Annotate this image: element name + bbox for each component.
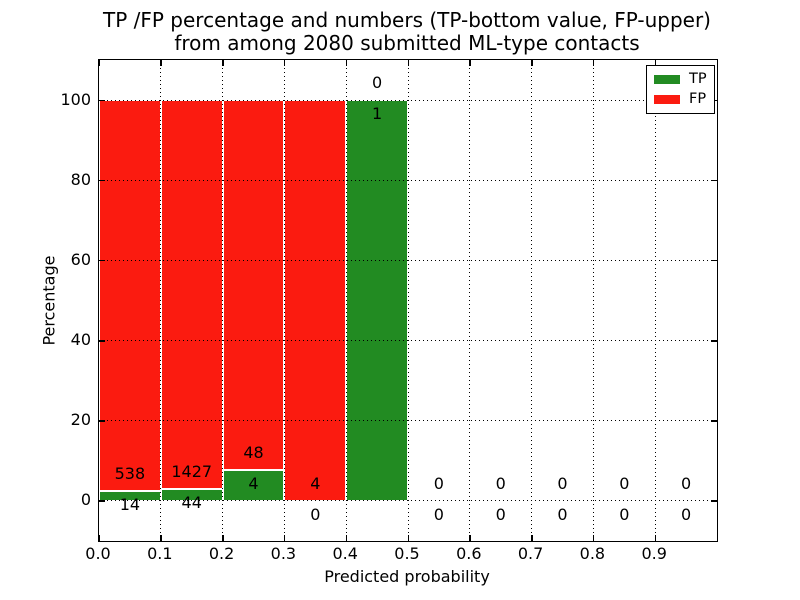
tp-count-label: 0 xyxy=(310,504,321,524)
x-tick-label: 0.9 xyxy=(641,544,667,563)
legend-swatch-fp xyxy=(654,94,680,104)
tp-count-label: 4 xyxy=(248,474,259,494)
x-gridline xyxy=(345,60,347,541)
y-tick-label: 60 xyxy=(70,249,91,269)
tp-bar-segment xyxy=(222,470,285,501)
y-tick-mark-right xyxy=(711,340,717,342)
y-axis-label: Percentage xyxy=(39,255,59,346)
y-tick-mark xyxy=(99,259,105,262)
x-tick-label: 0.2 xyxy=(208,544,235,563)
x-tick-mark xyxy=(407,535,409,541)
y-tick-label: 100 xyxy=(60,89,91,109)
legend-label-tp: TP xyxy=(689,71,707,88)
x-tick-mark-top xyxy=(407,60,409,66)
fp-count-label: 0 xyxy=(681,473,692,493)
y-tick-mark xyxy=(99,179,105,182)
x-gridline xyxy=(222,60,224,541)
fp-bar-segment xyxy=(222,100,285,471)
x-tick-mark-top xyxy=(654,60,657,66)
x-tick-mark-top xyxy=(222,60,224,66)
x-tick-mark xyxy=(160,535,162,541)
x-tick-label: 0.4 xyxy=(332,544,358,563)
x-tick-mark xyxy=(345,535,348,541)
x-tick-label: 0.5 xyxy=(394,544,420,563)
x-tick-mark xyxy=(98,535,100,541)
chart-title: TP /FP percentage and numbers (TP-bottom… xyxy=(98,9,716,55)
y-tick-mark-right xyxy=(711,179,717,182)
x-axis-label: Predicted probability xyxy=(324,567,490,586)
x-gridline xyxy=(531,60,533,541)
y-tick-mark xyxy=(99,500,105,502)
tp-count-label: 1 xyxy=(372,104,383,124)
y-tick-mark-right xyxy=(711,259,717,262)
x-tick-label: 0.7 xyxy=(517,544,544,563)
legend-row-tp: TP xyxy=(654,72,707,87)
fp-count-label: 48 xyxy=(243,443,264,463)
x-tick-mark-top xyxy=(469,60,471,66)
x-tick-mark-top xyxy=(345,60,348,66)
fp-count-label: 4 xyxy=(310,473,321,493)
fp-count-label: 538 xyxy=(114,463,146,483)
x-tick-label: 0.1 xyxy=(147,544,173,563)
y-tick-label: 0 xyxy=(80,490,91,510)
fp-count-label: 0 xyxy=(619,473,630,493)
legend-label-fp: FP xyxy=(689,90,707,107)
x-gridline xyxy=(469,60,471,541)
x-gridline xyxy=(407,60,409,541)
fp-count-label: 0 xyxy=(372,73,383,93)
y-tick-label: 20 xyxy=(70,410,91,430)
tp-count-label: 0 xyxy=(495,504,506,524)
fp-count-label: 1427 xyxy=(171,461,213,481)
x-gridline xyxy=(654,60,656,541)
fp-bar-segment xyxy=(160,100,223,489)
x-gridline xyxy=(592,60,594,541)
y-tick-mark xyxy=(99,340,105,342)
x-tick-label: 0.3 xyxy=(270,544,297,563)
x-tick-mark xyxy=(222,535,224,541)
legend: TP FP xyxy=(646,65,715,114)
x-gridline xyxy=(283,60,285,541)
fp-bar-segment xyxy=(284,100,347,501)
y-tick-mark xyxy=(99,420,105,422)
x-gridline xyxy=(160,60,162,541)
y-tick-label: 40 xyxy=(70,330,91,350)
fp-count-label: 0 xyxy=(495,473,506,493)
x-tick-mark xyxy=(592,535,595,541)
x-tick-mark-top xyxy=(592,60,595,66)
tp-count-label: 0 xyxy=(681,504,692,524)
legend-row-fp: FP xyxy=(654,90,707,107)
tp-bar-segment xyxy=(346,100,408,501)
fp-count-label: 0 xyxy=(557,473,568,493)
tp-count-label: 0 xyxy=(557,504,568,524)
fp-bar-segment xyxy=(99,100,161,491)
y-tick-mark-right xyxy=(711,500,717,502)
y-tick-mark xyxy=(99,99,105,102)
x-tick-mark xyxy=(531,535,533,541)
chart-title-line1: TP /FP percentage and numbers (TP-bottom… xyxy=(103,8,711,32)
x-tick-mark xyxy=(654,535,657,541)
plot-area: 538 14 1427 44 48 4 4 0 0 1 0 0 0 0 0 0 0 0 0 0 xyxy=(98,59,718,542)
y-tick-mark-right xyxy=(711,420,717,422)
x-tick-mark-top xyxy=(283,60,286,66)
chart-title-line2: from among 2080 submitted ML-type contac… xyxy=(174,31,640,55)
tp-count-label: 14 xyxy=(119,494,141,514)
y-tick-label: 80 xyxy=(70,169,91,189)
x-tick-label: 0.8 xyxy=(579,544,606,563)
x-tick-mark-top xyxy=(98,60,100,66)
x-tick-label: 0.6 xyxy=(456,544,482,563)
x-tick-mark-top xyxy=(531,60,533,66)
tp-count-label: 0 xyxy=(619,504,630,524)
tp-count-label: 44 xyxy=(181,492,202,512)
legend-swatch-tp xyxy=(654,75,680,85)
fp-count-label: 0 xyxy=(433,473,444,493)
x-tick-label: 0.0 xyxy=(85,544,111,563)
x-tick-mark xyxy=(283,535,286,541)
tp-count-label: 0 xyxy=(433,504,444,524)
x-tick-mark xyxy=(469,535,471,541)
x-tick-mark-top xyxy=(160,60,162,66)
